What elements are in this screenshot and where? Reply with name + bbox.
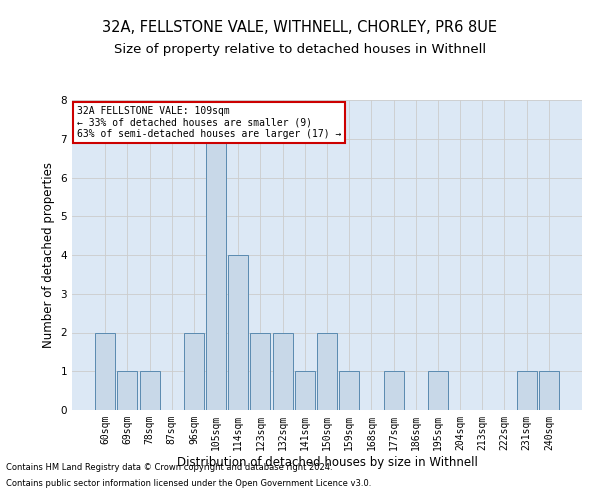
Bar (295, 371, 315, 410)
Bar (95, 332, 115, 410)
Bar (250, 332, 271, 410)
Bar (317, 332, 337, 410)
Bar (339, 371, 359, 410)
Bar (517, 371, 536, 410)
Y-axis label: Number of detached properties: Number of detached properties (42, 162, 55, 348)
Text: Contains HM Land Registry data © Crown copyright and database right 2024.: Contains HM Land Registry data © Crown c… (6, 464, 332, 472)
Text: 32A, FELLSTONE VALE, WITHNELL, CHORLEY, PR6 8UE: 32A, FELLSTONE VALE, WITHNELL, CHORLEY, … (103, 20, 497, 35)
Bar (228, 255, 248, 410)
Bar (206, 138, 226, 410)
Text: Contains public sector information licensed under the Open Government Licence v3: Contains public sector information licen… (6, 478, 371, 488)
Bar (272, 332, 293, 410)
Text: Size of property relative to detached houses in Withnell: Size of property relative to detached ho… (114, 42, 486, 56)
Bar (118, 371, 137, 410)
Bar (428, 371, 448, 410)
Bar (539, 371, 559, 410)
Bar (184, 332, 204, 410)
Bar (383, 371, 404, 410)
Bar (140, 371, 160, 410)
Text: 32A FELLSTONE VALE: 109sqm
← 33% of detached houses are smaller (9)
63% of semi-: 32A FELLSTONE VALE: 109sqm ← 33% of deta… (77, 106, 341, 140)
X-axis label: Distribution of detached houses by size in Withnell: Distribution of detached houses by size … (176, 456, 478, 468)
